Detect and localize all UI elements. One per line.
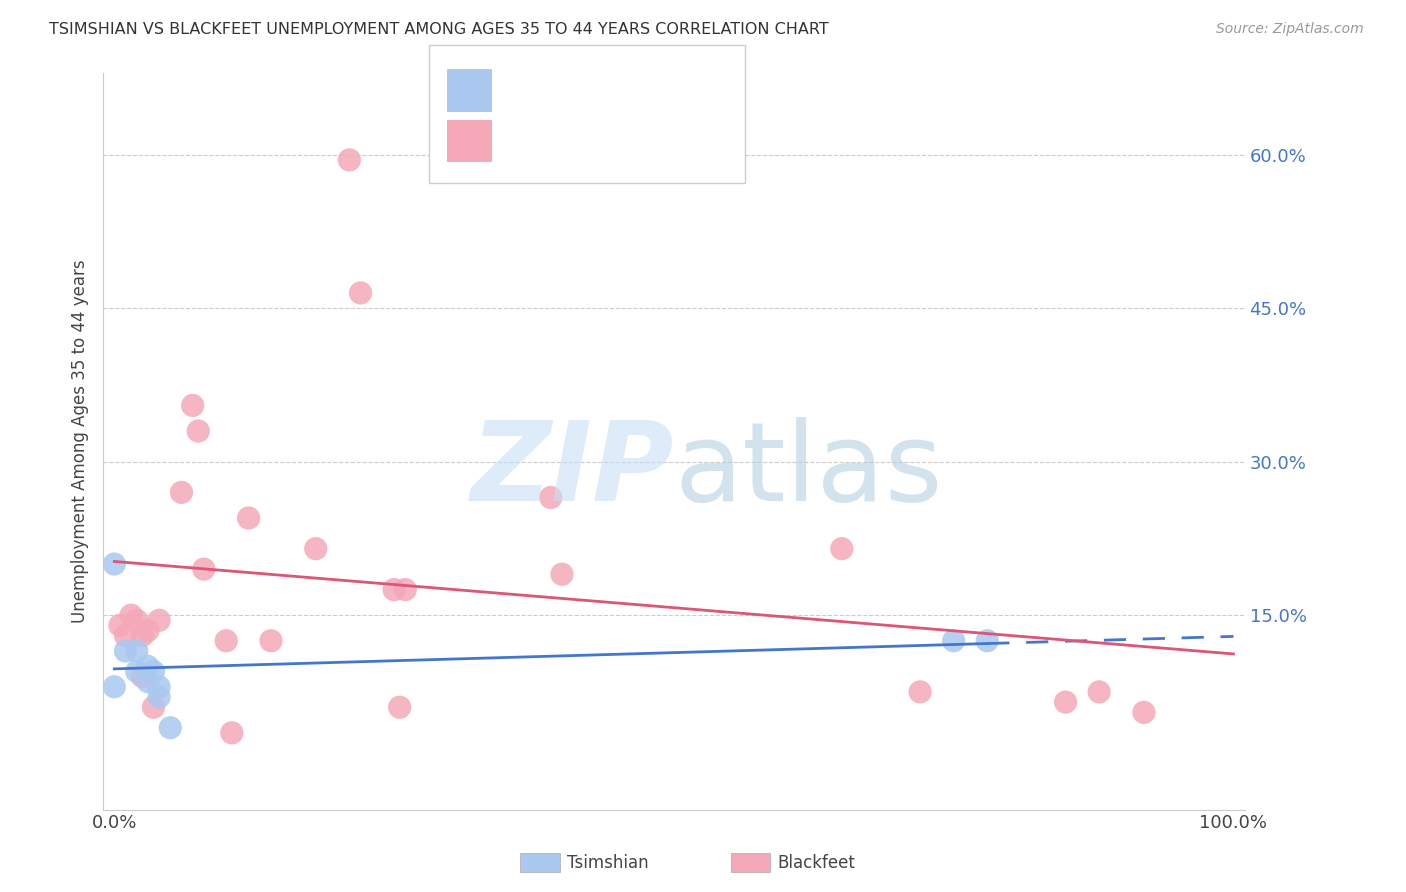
Point xyxy=(551,567,574,582)
Point xyxy=(388,700,411,714)
Point xyxy=(120,608,142,623)
Point xyxy=(1088,685,1111,699)
Point xyxy=(131,669,153,683)
Point xyxy=(908,685,931,699)
Text: TSIMSHIAN VS BLACKFEET UNEMPLOYMENT AMONG AGES 35 TO 44 YEARS CORRELATION CHART: TSIMSHIAN VS BLACKFEET UNEMPLOYMENT AMON… xyxy=(49,22,830,37)
Point xyxy=(159,721,181,735)
Point xyxy=(260,633,283,648)
Text: R =  0.278   N = 13: R = 0.278 N = 13 xyxy=(503,80,710,100)
Point xyxy=(831,541,853,556)
Point xyxy=(337,153,360,167)
Y-axis label: Unemployment Among Ages 35 to 44 years: Unemployment Among Ages 35 to 44 years xyxy=(72,260,89,624)
Point xyxy=(382,582,405,597)
Text: Source: ZipAtlas.com: Source: ZipAtlas.com xyxy=(1216,22,1364,37)
Point xyxy=(148,613,170,627)
Point xyxy=(142,700,165,714)
Point xyxy=(238,511,260,525)
Point xyxy=(148,680,170,694)
Point xyxy=(103,557,125,571)
Point xyxy=(125,665,148,679)
Point xyxy=(136,659,159,673)
Point xyxy=(170,485,193,500)
Point xyxy=(942,633,965,648)
Point xyxy=(1133,706,1156,720)
Point xyxy=(142,665,165,679)
Text: Blackfeet: Blackfeet xyxy=(778,854,855,871)
Point xyxy=(305,541,328,556)
Text: Tsimshian: Tsimshian xyxy=(567,854,648,871)
Point xyxy=(221,726,243,740)
Text: R = -0.035   N = 30: R = -0.035 N = 30 xyxy=(503,131,711,151)
Point xyxy=(187,424,209,438)
Point xyxy=(148,690,170,704)
Point xyxy=(976,633,998,648)
Point xyxy=(1054,695,1077,709)
Point xyxy=(181,399,204,413)
Point xyxy=(394,582,416,597)
Point xyxy=(193,562,215,576)
Point xyxy=(108,618,131,632)
Point xyxy=(114,644,136,658)
Point xyxy=(540,491,562,505)
Text: atlas: atlas xyxy=(673,417,942,524)
Point xyxy=(125,644,148,658)
Point xyxy=(349,285,371,300)
Point xyxy=(103,680,125,694)
Point xyxy=(131,629,153,643)
Point xyxy=(114,629,136,643)
Point xyxy=(136,674,159,689)
Point xyxy=(215,633,238,648)
Text: ZIP: ZIP xyxy=(471,417,673,524)
Point xyxy=(136,624,159,638)
Point xyxy=(125,613,148,627)
